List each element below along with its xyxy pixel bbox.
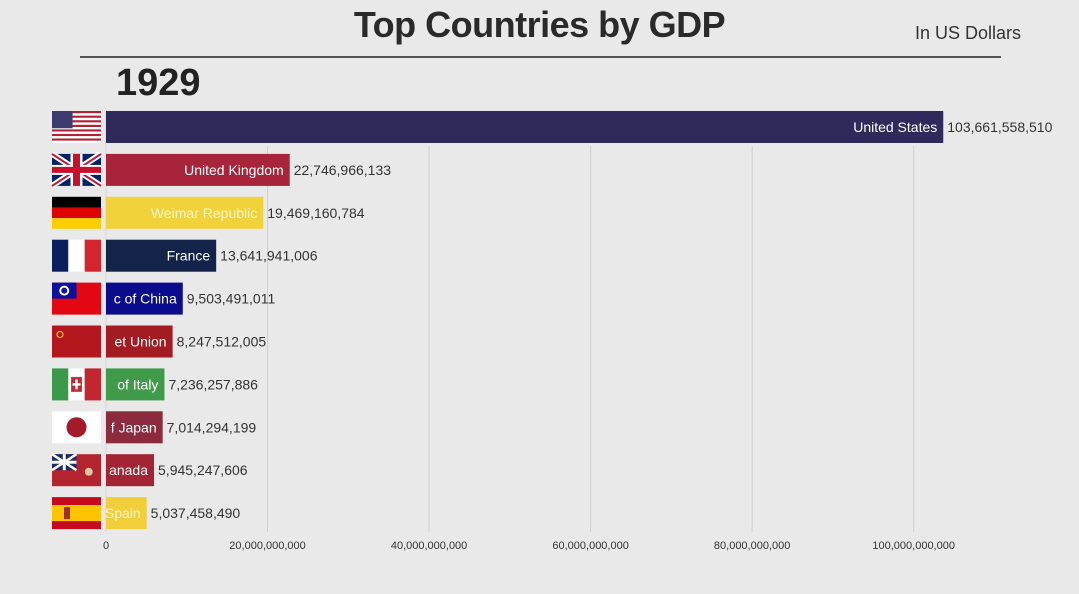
value-label: 9,503,491,011 <box>187 291 276 307</box>
spain-flag-icon <box>52 497 101 530</box>
uk-flag-icon <box>50 151 103 189</box>
bar-label: f Japan <box>111 419 157 435</box>
france-flag-icon <box>52 239 101 272</box>
chart-subtitle: In US Dollars <box>914 23 1021 43</box>
usa-flag-icon <box>52 111 101 143</box>
bar <box>106 111 944 143</box>
bar <box>106 153 290 186</box>
value-label: 7,236,257,886 <box>168 376 258 392</box>
title-divider <box>80 56 1001 58</box>
ussr-flag-icon <box>52 325 101 358</box>
bar <box>106 325 173 358</box>
bar <box>106 497 147 530</box>
roc-flag-icon <box>52 282 101 315</box>
bar-label: c of China <box>114 291 177 307</box>
bars: United States 103,661,558,510 United Kingd… <box>105 111 1053 530</box>
bar-label: France <box>167 248 211 264</box>
bar <box>106 282 183 315</box>
bar <box>106 196 264 229</box>
value-label: 13,641,941,006 <box>220 248 318 264</box>
bar-label: United States <box>853 119 937 135</box>
tick-label: 100,000,000,000 <box>872 540 955 552</box>
germany-flag-icon <box>52 196 101 229</box>
bar <box>106 454 155 487</box>
bar-label: Weimar Republic <box>151 205 257 221</box>
bar <box>106 368 165 401</box>
tick-label: 40,000,000,000 <box>391 540 467 552</box>
italy-flag-icon <box>52 368 101 401</box>
value-label: 5,037,458,490 <box>151 505 241 521</box>
year-label: 1929 <box>116 62 201 104</box>
value-label: 19,469,160,784 <box>267 205 365 221</box>
tick-label: 0 <box>103 540 109 552</box>
bar-label: of Italy <box>117 376 158 392</box>
tick-label: 80,000,000,000 <box>714 540 790 552</box>
chart-title: Top Countries by GDP <box>353 4 726 45</box>
bar-label: et Union <box>114 334 166 350</box>
japan-flag-icon <box>52 411 101 444</box>
bar-label: anada <box>109 462 148 478</box>
tick-label: 20,000,000,000 <box>229 540 305 552</box>
tick-label: 60,000,000,000 <box>552 540 628 552</box>
bar-label: United Kingdom <box>184 162 284 178</box>
value-label: 22,746,966,133 <box>294 162 392 178</box>
gridlines <box>105 108 915 532</box>
value-label: 5,945,247,606 <box>158 462 248 478</box>
value-label: 8,247,512,005 <box>177 334 267 350</box>
canada-flag-icon <box>51 453 101 487</box>
value-label: 103,661,558,510 <box>947 119 1052 135</box>
flags <box>50 111 103 530</box>
x-axis-ticks: 0 20,000,000,000 40,000,000,000 60,000,000,… <box>103 540 955 552</box>
value-label: 7,014,294,199 <box>167 419 257 435</box>
bar-label: Spain <box>105 505 141 521</box>
bar <box>106 239 217 272</box>
bar <box>106 411 163 444</box>
